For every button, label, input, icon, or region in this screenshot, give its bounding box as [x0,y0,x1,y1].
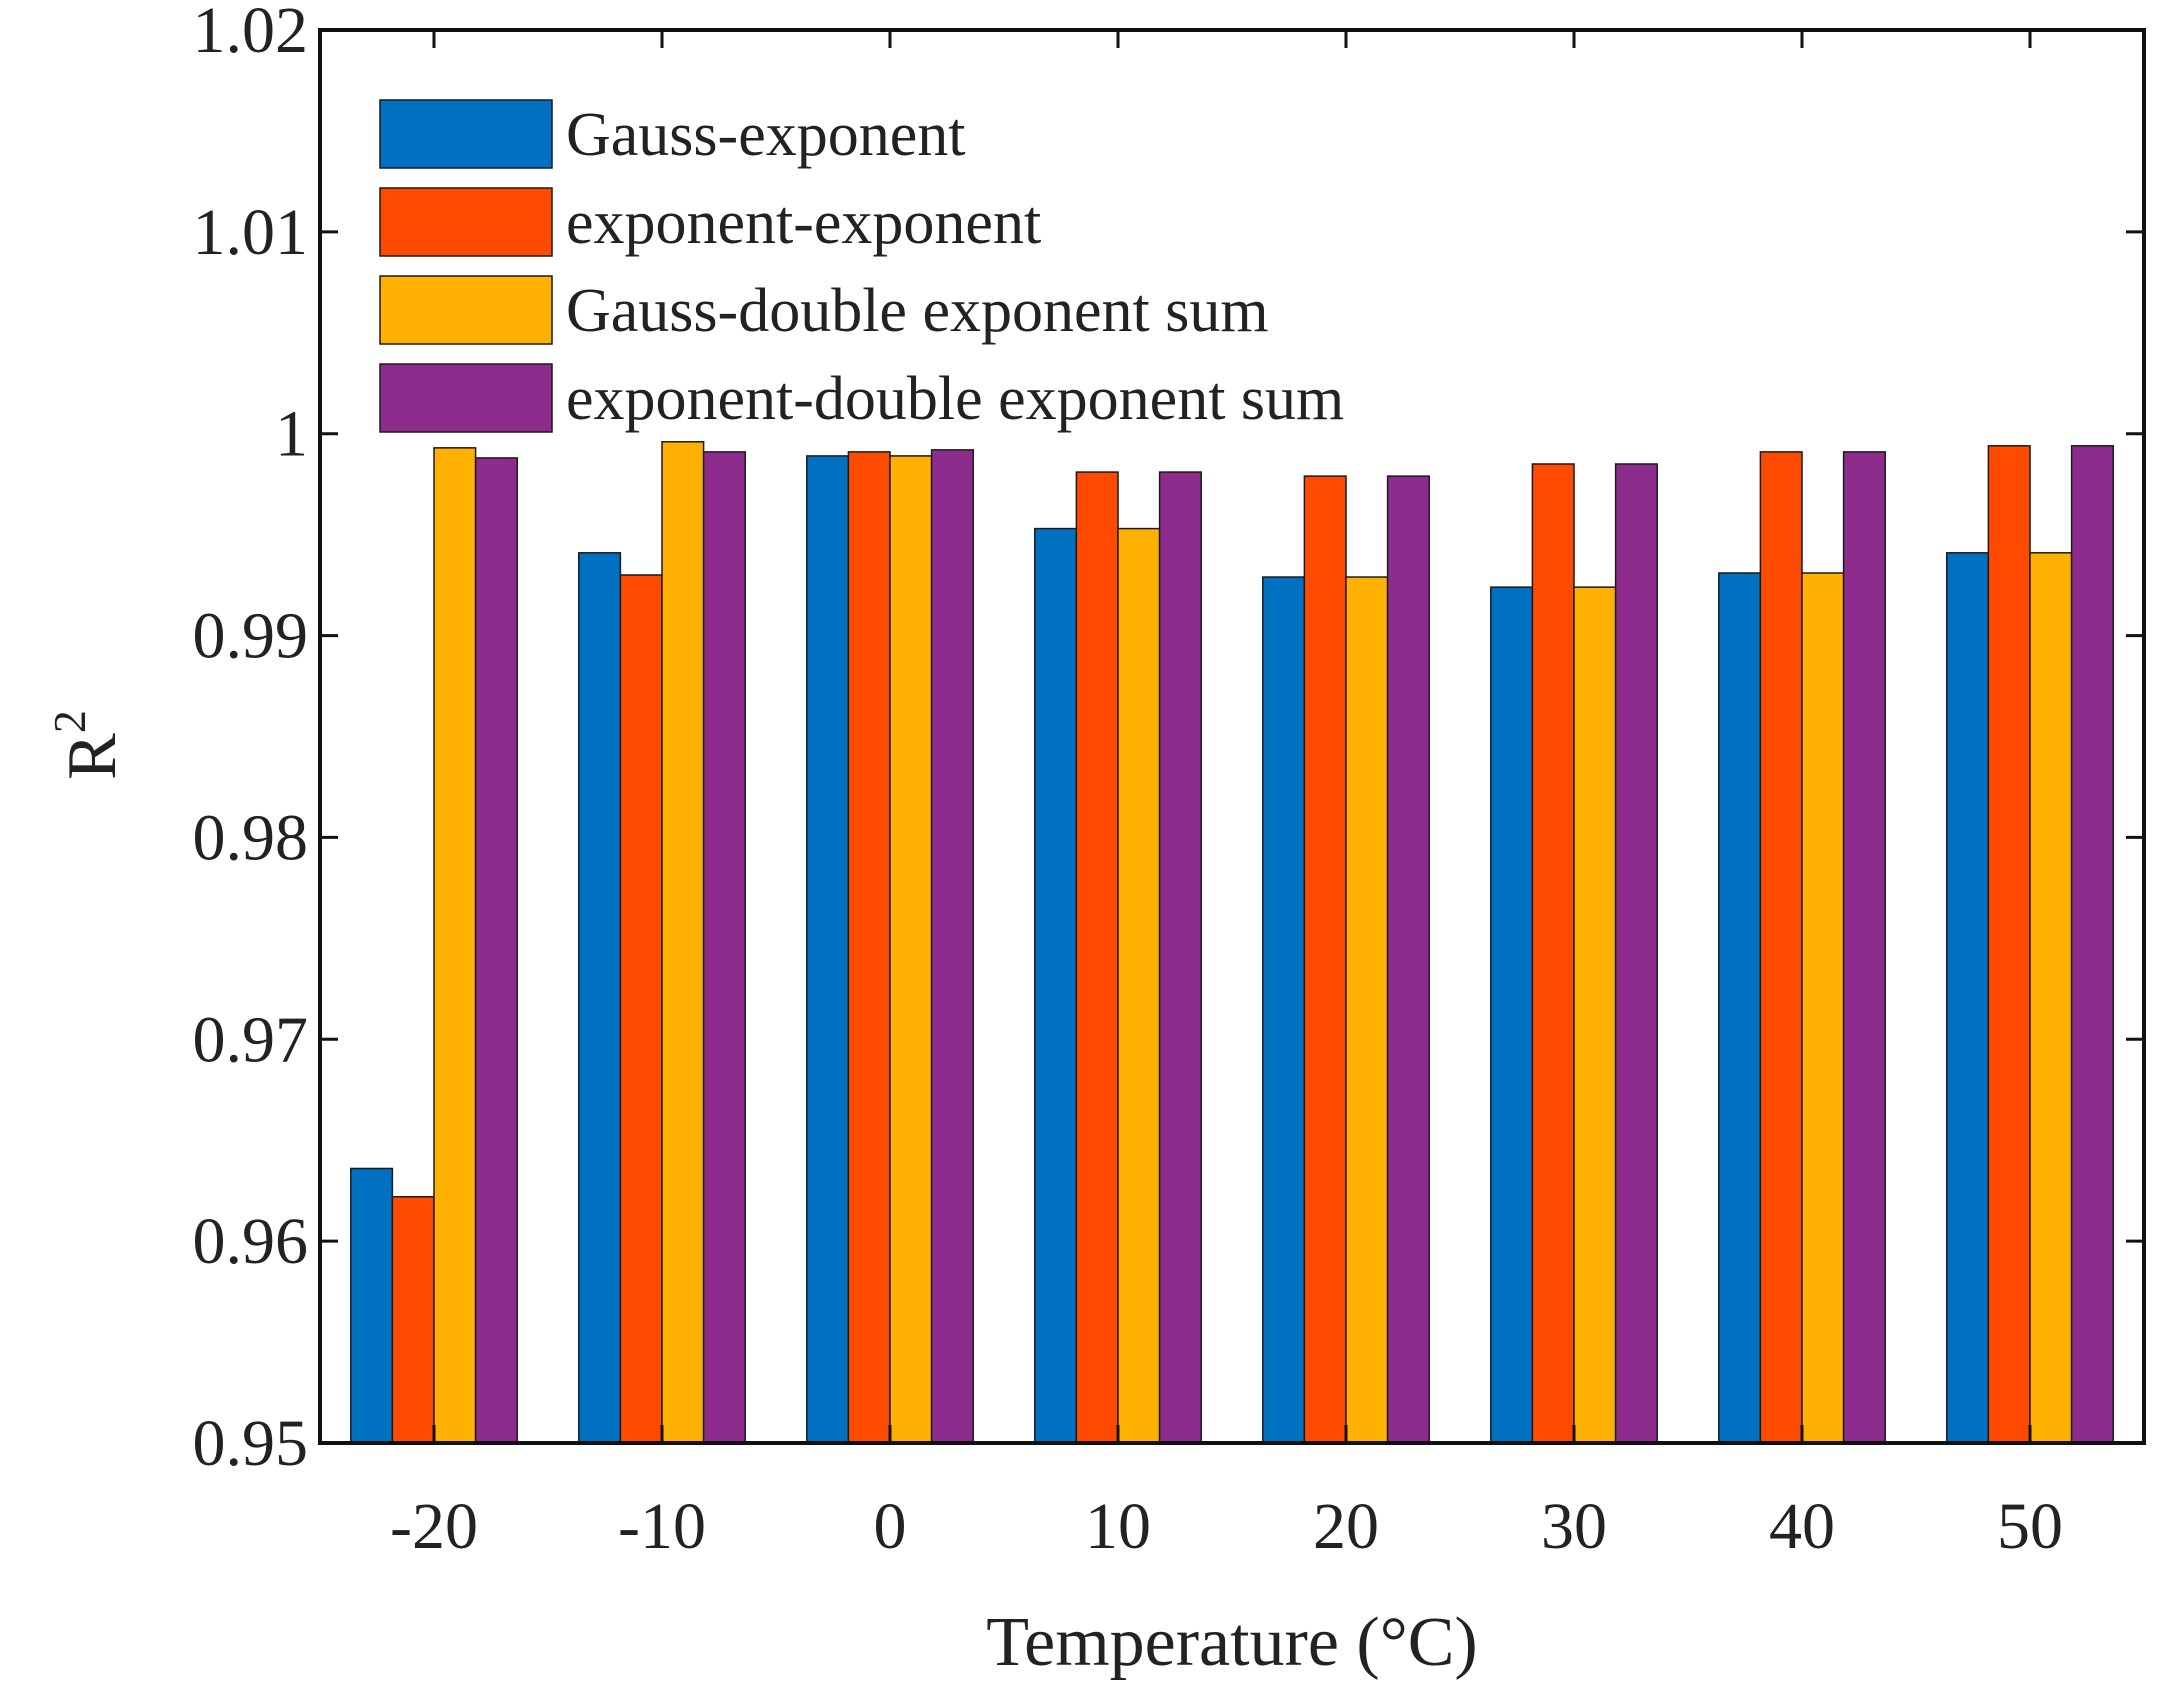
bar-gauss-double-exponent-sum--10 [661,441,705,1444]
y-tick-labels: 0.95 0.96 0.97 0.98 0.99 1 1.01 1.02 [193,0,309,1480]
x-tick-label: -20 [390,1490,478,1563]
x-tick-label: 40 [1769,1490,1835,1563]
x-tick-label: 50 [1997,1490,2063,1563]
bar-gauss-exponent-10 [1034,527,1078,1444]
y-tick-label: 1.01 [193,196,309,269]
bar-exponent-exponent-10 [1075,471,1119,1444]
bar-gauss-double-exponent-sum--20 [433,447,477,1444]
bar-gauss-double-exponent-sum-10 [1117,527,1161,1444]
bar-exponent-double-exponent-sum-40 [1842,451,1886,1444]
bar-gauss-exponent-20 [1262,576,1306,1444]
bar-exponent-double-exponent-sum--20 [474,457,518,1444]
bar-gauss-exponent--20 [350,1167,394,1444]
y-tick-label: 0.95 [193,1407,309,1480]
x-axis-title: Temperature (°C) [986,1604,1477,1681]
legend-label: Gauss-exponent [566,101,965,169]
y-tick-label: 1 [275,398,308,471]
bar-exponent-exponent-40 [1759,451,1803,1444]
bar-gauss-exponent-50 [1946,552,1990,1444]
bar-exponent-exponent--20 [391,1195,435,1444]
y-axis-title-superscript: 2 [44,710,95,733]
bar-gauss-double-exponent-sum-40 [1801,572,1845,1444]
legend-label: exponent-exponent [566,189,1041,257]
x-tick-label: 20 [1313,1490,1379,1563]
y-tick-label: 0.97 [193,1003,309,1076]
x-tick-label: 30 [1541,1490,1607,1563]
bar-gauss-exponent-40 [1718,572,1762,1444]
bars-layer [350,441,2114,1444]
bar-exponent-double-exponent-sum-50 [2070,445,2114,1444]
bar-gauss-double-exponent-sum-0 [889,455,933,1444]
bar-exponent-double-exponent-sum-20 [1386,475,1430,1444]
y-tick-label: 0.96 [193,1205,309,1278]
bar-exponent-exponent-50 [1987,445,2031,1444]
bar-gauss-exponent--10 [578,552,622,1444]
y-tick-label: 0.99 [193,600,309,673]
y-axis-title-base: R [54,733,131,780]
x-tick-label: 0 [874,1490,907,1563]
bar-exponent-exponent-20 [1303,475,1347,1444]
legend-swatch [379,99,553,169]
bar-gauss-double-exponent-sum-20 [1345,576,1389,1444]
x-tick-label: 10 [1085,1490,1151,1563]
bar-gauss-double-exponent-sum-50 [2029,552,2073,1444]
bar-gauss-exponent-0 [806,455,850,1444]
bar-exponent-exponent--10 [619,574,663,1444]
x-tick-label: -10 [618,1490,706,1563]
plot-frame [318,28,2146,1445]
y-tick-label: 1.02 [193,0,309,67]
legend-swatch [379,275,553,345]
legend-swatch [379,187,553,257]
svg-text:R2: R2 [44,710,131,780]
bar-gauss-exponent-30 [1490,586,1534,1444]
legend-swatch [379,363,553,433]
bar-exponent-double-exponent-sum-30 [1614,463,1658,1444]
bar-exponent-exponent-30 [1531,463,1575,1444]
bar-exponent-double-exponent-sum-10 [1158,471,1202,1444]
legend-label: Gauss-double exponent sum [566,277,1269,345]
legend: Gauss-exponent exponent-exponent Gauss-dou… [379,99,1344,433]
y-axis-title: R2 [44,710,131,780]
bar-gauss-double-exponent-sum-30 [1573,586,1617,1444]
legend-label: exponent-double exponent sum [566,365,1344,433]
bar-exponent-double-exponent-sum-0 [930,449,974,1444]
bar-exponent-exponent-0 [847,451,891,1444]
x-tick-labels: -20 -10 0 10 20 30 40 50 [390,1490,2063,1563]
bar-exponent-double-exponent-sum--10 [702,451,746,1444]
y-tick-label: 0.98 [193,801,309,874]
